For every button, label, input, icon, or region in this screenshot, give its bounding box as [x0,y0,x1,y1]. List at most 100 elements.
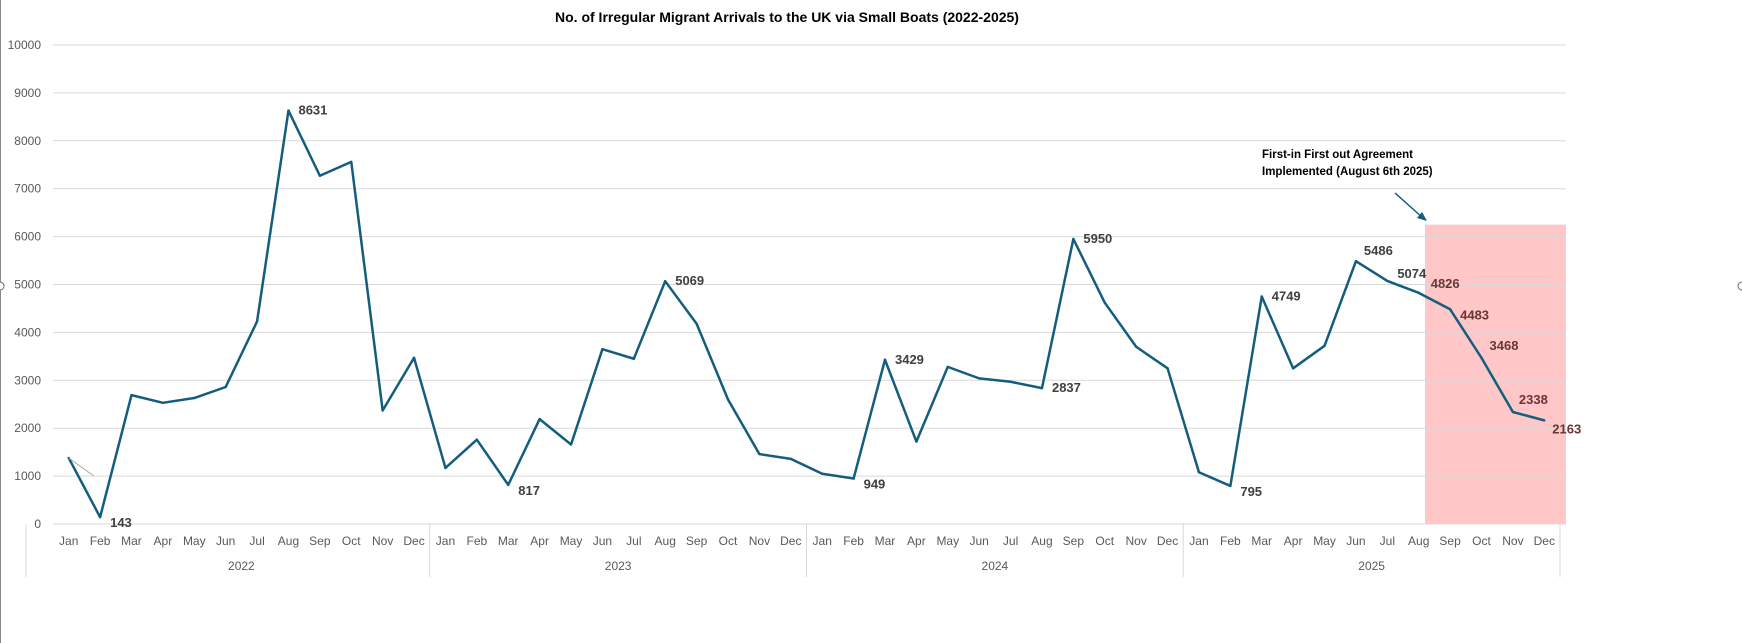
data-point [130,393,133,397]
data-point [1323,344,1326,348]
x-tick-month: Nov [372,534,393,548]
x-tick-month: Sep [686,534,708,548]
x-tick-month: Oct [1095,534,1114,548]
y-tick-label: 8000 [14,134,41,148]
data-point [883,358,887,361]
series-line [67,109,1545,519]
y-tick-label: 10000 [8,38,42,52]
data-point [1354,260,1358,263]
x-tick-year: 2023 [605,559,632,573]
x-tick-month: Apr [907,534,926,548]
data-point [255,320,259,323]
data-point [601,347,604,351]
data-point [1197,471,1201,474]
data-point [444,466,447,470]
x-tick-year: 2022 [228,559,255,573]
data-point [569,443,573,446]
x-tick-month: May [1313,534,1336,548]
data-label: 143 [110,515,132,530]
x-tick-month: Feb [843,534,864,548]
data-label: 795 [1240,484,1262,499]
data-point [1417,291,1420,295]
y-tick-label: 6000 [14,230,41,244]
data-label: 817 [518,483,540,498]
data-point [1448,308,1452,311]
y-tick-label: 5000 [14,278,41,292]
x-tick-month: Nov [1502,534,1523,548]
data-point [538,417,541,421]
data-point [1166,367,1169,370]
x-tick-month: Feb [90,534,111,548]
x-tick-month: Jul [249,534,264,548]
data-point [977,377,981,380]
x-tick-month: May [183,534,206,548]
x-tick-month: Jan [1189,534,1208,548]
resize-handle[interactable] [1737,281,1742,291]
x-tick-month: Jan [59,534,78,548]
data-point [318,174,322,177]
highlight-region [1425,224,1566,524]
data-label: 5486 [1364,243,1393,258]
data-point [726,398,730,401]
data-point [1040,386,1044,390]
x-tick-year: 2025 [1358,559,1385,573]
y-tick-label: 4000 [14,325,41,339]
arrowhead-icon [1417,212,1427,221]
data-point [1009,380,1012,383]
data-label: 2338 [1519,392,1548,407]
x-tick-month: Dec [1157,534,1178,548]
x-tick-month: Jul [626,534,641,548]
data-label: 3468 [1490,338,1519,353]
x-tick-month: Jul [1380,534,1395,548]
data-point [1072,237,1075,241]
x-tick-month: Dec [1534,534,1555,548]
data-label: 4749 [1272,289,1301,304]
resize-handle[interactable] [0,281,5,291]
x-tick-month: Feb [467,534,488,548]
data-point [161,401,165,405]
data-point [695,322,698,325]
data-point [789,457,793,461]
data-point [664,279,667,283]
x-tick-month: Oct [719,534,738,548]
data-point [507,483,510,487]
x-tick-month: Aug [1031,534,1052,548]
data-point [758,452,761,456]
data-point [381,409,384,412]
x-tick-month: Nov [1125,534,1146,548]
data-point [632,357,636,360]
x-tick-month: Aug [1408,534,1429,548]
x-tick-month: Nov [749,534,770,548]
x-tick-month: Jan [436,534,455,548]
data-point [475,438,479,441]
data-label: 5074 [1397,266,1427,281]
data-point [1511,410,1515,414]
data-point [946,365,949,369]
x-tick-month: May [560,534,583,548]
y-tick-label: 1000 [14,469,41,483]
y-tick-label: 7000 [14,182,41,196]
leader-line [68,457,94,477]
y-tick-label: 3000 [14,373,41,387]
data-point [1386,279,1389,283]
x-tick-month: May [936,534,959,548]
x-tick-month: Jun [216,534,235,548]
x-tick-month: Jul [1003,534,1018,548]
data-point [1103,301,1106,304]
x-tick-month: Dec [780,534,801,548]
data-point [1543,419,1546,422]
x-tick-month: Mar [498,534,519,548]
x-tick-month: Aug [278,534,299,548]
data-label: 8631 [298,103,327,118]
x-tick-month: Sep [1439,534,1461,548]
x-tick-month: Jun [593,534,612,548]
data-point [852,477,855,480]
x-tick-month: Jan [813,534,832,548]
data-label: 5950 [1083,231,1112,246]
x-tick-month: Jun [969,534,988,548]
data-label: 5069 [675,273,704,288]
data-point [1480,356,1483,360]
chart-title: No. of Irregular Migrant Arrivals to the… [555,9,1019,25]
data-point [224,385,227,389]
data-point [412,356,416,359]
